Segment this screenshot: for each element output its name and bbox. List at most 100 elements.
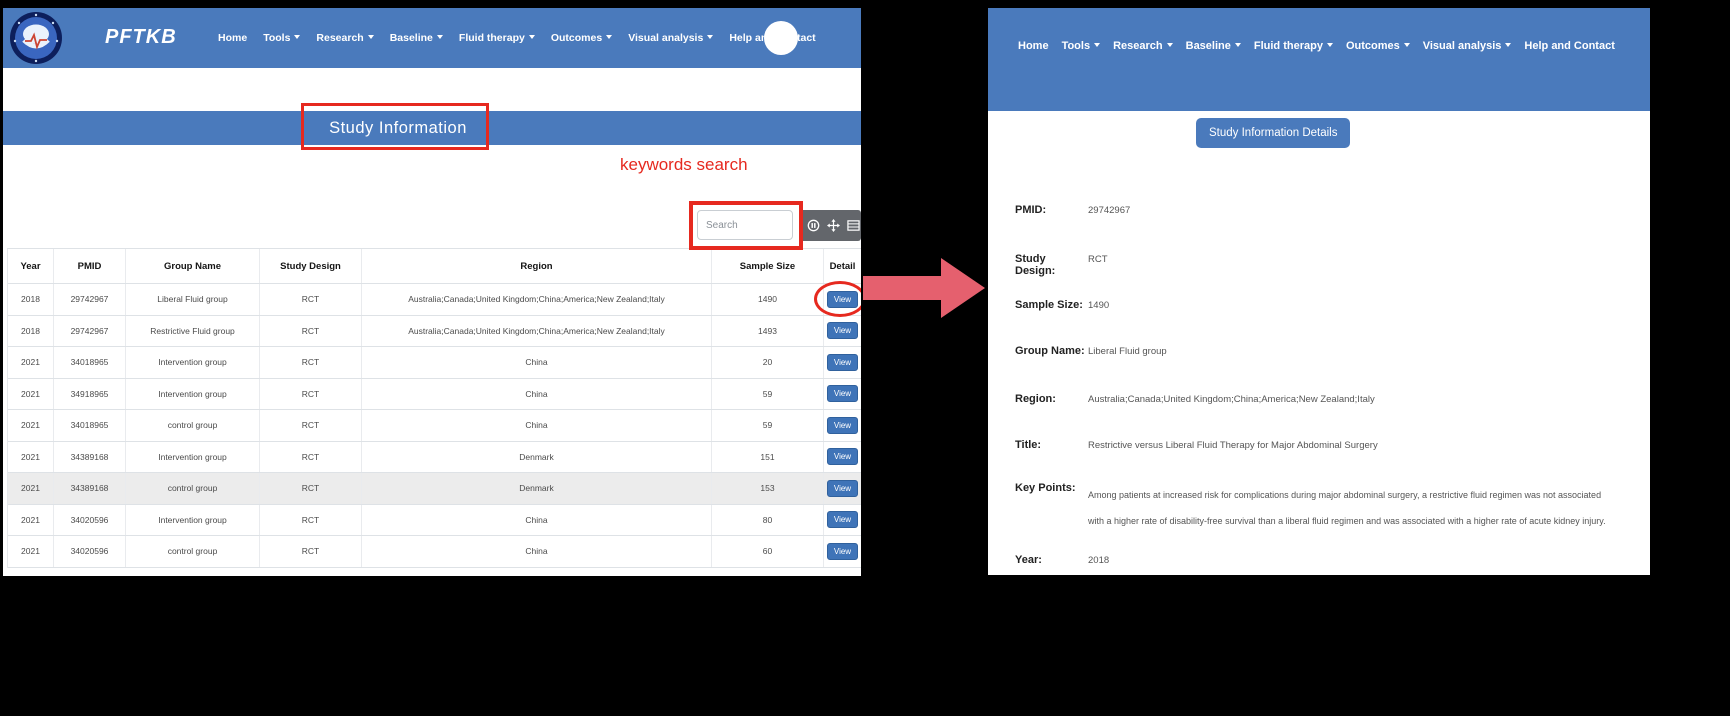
cell-sample-size: 1493 bbox=[712, 315, 824, 346]
cell-year: 2021 bbox=[8, 504, 54, 535]
cell-sample-size: 1490 bbox=[712, 284, 824, 315]
field-value: Australia;Canada;United Kingdom;China;Am… bbox=[1088, 394, 1375, 405]
nav-item[interactable]: Baseline bbox=[390, 32, 443, 44]
nav-item[interactable]: Fluid therapy bbox=[459, 32, 535, 44]
view-button[interactable]: View bbox=[826, 511, 859, 529]
cell-year: 2018 bbox=[8, 315, 54, 346]
study-details-page: Home Tools Research Baseline Fluid therapy Ou… bbox=[988, 8, 1650, 575]
table-toolbar bbox=[800, 210, 861, 241]
study-information-details-button[interactable]: Study Information Details bbox=[1196, 118, 1351, 148]
nav-item[interactable]: Fluid therapy bbox=[1254, 40, 1333, 111]
cell-group-name: Intervention group bbox=[126, 378, 260, 409]
view-button[interactable]: View bbox=[826, 416, 859, 434]
move-icon[interactable] bbox=[825, 215, 842, 237]
cell-year: 2018 bbox=[8, 284, 54, 315]
nav-item[interactable]: Research bbox=[1113, 40, 1173, 111]
field-region: Region: Australia;Canada;United Kingdom;… bbox=[1015, 393, 1640, 406]
cell-pmid: 34020596 bbox=[54, 536, 126, 567]
cell-study-design: RCT bbox=[260, 441, 362, 472]
columns-icon[interactable] bbox=[845, 215, 861, 237]
toggle-icon[interactable] bbox=[805, 215, 822, 237]
field-label: Region: bbox=[1015, 393, 1056, 405]
table-row: 2021 34020596 Intervention group RCT Chi… bbox=[8, 504, 861, 536]
nav-item[interactable]: Tools bbox=[263, 32, 300, 44]
cell-sample-size: 151 bbox=[712, 441, 824, 472]
nav-item[interactable]: Research bbox=[316, 32, 373, 44]
nav-item[interactable]: Home bbox=[218, 32, 248, 44]
cell-pmid: 29742967 bbox=[54, 284, 126, 315]
nav-item[interactable]: Visual analysis bbox=[628, 32, 713, 44]
arrow-icon bbox=[863, 258, 985, 318]
page-title: Study Information bbox=[329, 119, 467, 137]
field-label: Title: bbox=[1015, 439, 1042, 451]
cell-group-name: control group bbox=[126, 410, 260, 441]
nav-item[interactable]: Visual analysis bbox=[1423, 40, 1512, 111]
view-button[interactable]: View bbox=[826, 448, 859, 466]
field-value: 2018 bbox=[1088, 555, 1110, 566]
cell-group-name: Intervention group bbox=[126, 347, 260, 378]
cell-region: Australia;Canada;United Kingdom;China;Am… bbox=[362, 284, 712, 315]
brand-title[interactable]: PFTKB bbox=[105, 26, 177, 48]
annotation-search-rect bbox=[689, 201, 803, 250]
cell-group-name: Restrictive Fluid group bbox=[126, 315, 260, 346]
cell-sample-size: 60 bbox=[712, 536, 824, 567]
view-button[interactable]: View bbox=[826, 479, 859, 497]
field-label: Key Points: bbox=[1015, 482, 1076, 494]
table-row: 2018 29742967 Liberal Fluid group RCT Au… bbox=[8, 284, 861, 316]
table-body: 2018 29742967 Liberal Fluid group RCT Au… bbox=[8, 284, 861, 568]
nav-item[interactable]: Outcomes bbox=[1346, 40, 1410, 111]
cell-pmid: 34018965 bbox=[54, 347, 126, 378]
cell-region: China bbox=[362, 504, 712, 535]
cell-region: Denmark bbox=[362, 473, 712, 504]
nav-item[interactable]: Home bbox=[1018, 40, 1049, 52]
table-row: 2021 34020596 control group RCT China 60… bbox=[8, 536, 861, 568]
right-navbar: Home Tools Research Baseline Fluid therapy Ou… bbox=[988, 8, 1650, 111]
table-header-row: Year PMID Group Name Study Design Region Samp… bbox=[8, 249, 861, 284]
cell-region: China bbox=[362, 378, 712, 409]
cell-study-design: RCT bbox=[260, 284, 362, 315]
pftkb-logo[interactable] bbox=[9, 11, 63, 65]
cell-group-name: Intervention group bbox=[126, 504, 260, 535]
navbar-circle-button[interactable] bbox=[764, 21, 798, 55]
table-row: 2021 34389168 Intervention group RCT Den… bbox=[8, 441, 861, 473]
table-row: 2018 29742967 Restrictive Fluid group RC… bbox=[8, 315, 861, 347]
field-key-points: Key Points: Among patients at increased … bbox=[1015, 482, 1640, 534]
cell-pmid: 34018965 bbox=[54, 410, 126, 441]
left-navbar: PFTKB Home Tools Research Baseline Fluid the… bbox=[3, 8, 861, 68]
cell-study-design: RCT bbox=[260, 378, 362, 409]
field-value: 29742967 bbox=[1088, 205, 1131, 216]
cell-study-design: RCT bbox=[260, 315, 362, 346]
nav-item[interactable]: Baseline bbox=[1186, 40, 1241, 111]
nav-item[interactable]: Help and Contact bbox=[1524, 40, 1615, 52]
column-header: PMID bbox=[54, 249, 126, 283]
cell-year: 2021 bbox=[8, 473, 54, 504]
study-information-page: PFTKB Home Tools Research Baseline Fluid the… bbox=[3, 8, 861, 576]
field-value: RCT bbox=[1088, 254, 1108, 265]
cell-region: China bbox=[362, 347, 712, 378]
field-pmid: PMID: 29742967 bbox=[1015, 204, 1640, 217]
column-header: Region bbox=[362, 249, 712, 283]
field-value: Restrictive versus Liberal Fluid Therapy… bbox=[1088, 440, 1378, 451]
cell-study-design: RCT bbox=[260, 473, 362, 504]
nav-item[interactable]: Tools bbox=[1062, 40, 1101, 111]
view-button[interactable]: View bbox=[826, 353, 859, 371]
field-study-design: Study Design: RCT bbox=[1015, 253, 1640, 277]
cell-region: Denmark bbox=[362, 441, 712, 472]
cell-group-name: Liberal Fluid group bbox=[126, 284, 260, 315]
view-button[interactable]: View bbox=[826, 322, 859, 340]
view-button[interactable]: View bbox=[826, 385, 859, 403]
column-header: Sample Size bbox=[712, 249, 824, 283]
field-value: Among patients at increased risk for com… bbox=[1088, 490, 1606, 526]
cell-year: 2021 bbox=[8, 410, 54, 441]
field-label: Sample Size: bbox=[1015, 299, 1083, 311]
cell-study-design: RCT bbox=[260, 347, 362, 378]
cell-sample-size: 80 bbox=[712, 504, 824, 535]
cell-sample-size: 20 bbox=[712, 347, 824, 378]
cell-group-name: Intervention group bbox=[126, 441, 260, 472]
search-input[interactable] bbox=[697, 210, 793, 240]
view-button[interactable]: View bbox=[826, 542, 859, 560]
field-value: Liberal Fluid group bbox=[1088, 346, 1167, 357]
nav-item[interactable]: Outcomes bbox=[551, 32, 612, 44]
cell-pmid: 29742967 bbox=[54, 315, 126, 346]
cell-sample-size: 59 bbox=[712, 410, 824, 441]
